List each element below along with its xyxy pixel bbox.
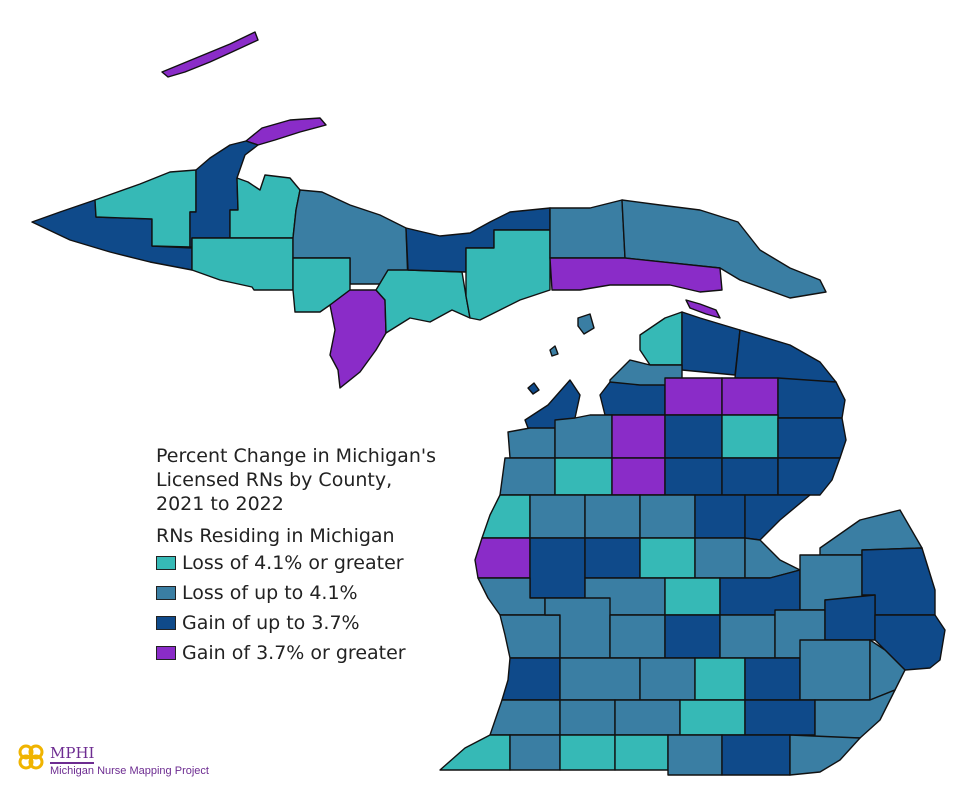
county-delta[interactable] [375, 269, 471, 334]
upper-peninsula [31, 31, 827, 389]
county-branch[interactable] [614, 734, 669, 771]
county-lake[interactable] [529, 494, 586, 539]
county-montmorency[interactable] [721, 377, 779, 416]
mphi-logo-name: MPHI [50, 744, 95, 764]
county-macomb[interactable] [869, 639, 906, 701]
county-kalamazoo[interactable] [559, 699, 616, 736]
legend-label-gain-small: Gain of up to 3.7% [182, 612, 360, 634]
county-alcona[interactable] [777, 417, 847, 459]
county-iron[interactable] [191, 237, 294, 291]
county-shiawassee[interactable] [719, 614, 776, 659]
mphi-logo: MPHI Michigan Nurse Mapping Project [14, 738, 214, 782]
county-schoolcraft[interactable] [465, 229, 551, 321]
county-antrim[interactable] [599, 381, 666, 416]
county-monroe[interactable] [789, 734, 861, 776]
legend-subtitle: RNs Residing in Michigan [156, 525, 395, 547]
county-cheboygan[interactable] [681, 311, 741, 376]
county-isle-royale[interactable] [161, 31, 259, 78]
county-oceana[interactable] [474, 537, 531, 579]
legend-item-gain-large: Gain of 3.7% or greater [156, 638, 436, 668]
county-grand-traverse[interactable] [554, 414, 613, 459]
county-mason[interactable] [481, 494, 531, 539]
county-st-clair[interactable] [874, 614, 946, 671]
county-ingham[interactable] [694, 657, 746, 701]
county-wexford[interactable] [554, 457, 613, 496]
island-small-1[interactable] [549, 345, 559, 357]
county-oscoda[interactable] [721, 414, 779, 459]
county-kalkaska[interactable] [611, 414, 666, 459]
county-oakland[interactable] [799, 639, 871, 701]
county-drummond-island[interactable] [685, 299, 721, 319]
legend-title: Percent Change in Michigan's Licensed RN… [156, 445, 436, 515]
county-cass[interactable] [509, 734, 561, 771]
islands [527, 313, 595, 395]
legend-label-loss-small: Loss of up to 4.1% [182, 582, 358, 604]
county-gladwin[interactable] [694, 494, 746, 539]
county-baraga[interactable] [229, 174, 301, 239]
mphi-emblem-icon [18, 744, 44, 770]
county-missaukee[interactable] [611, 457, 666, 496]
county-crawford[interactable] [664, 414, 723, 459]
county-calhoun[interactable] [614, 699, 681, 736]
legend-label-gain-large: Gain of 3.7% or greater [182, 642, 406, 664]
county-emmet[interactable] [639, 311, 683, 366]
county-jackson[interactable] [679, 699, 746, 736]
county-lapeer[interactable] [824, 594, 876, 641]
county-iosco[interactable] [777, 457, 841, 496]
legend-item-loss-small: Loss of up to 4.1% [156, 578, 436, 608]
county-presque-isle[interactable] [734, 329, 837, 383]
county-ottawa[interactable] [499, 614, 561, 659]
county-eaton[interactable] [639, 657, 696, 701]
legend-swatch-gain-small [156, 616, 176, 630]
county-ogemaw[interactable] [721, 457, 779, 496]
county-mecosta[interactable] [584, 537, 641, 579]
island-beaver[interactable] [577, 313, 595, 335]
county-newaygo[interactable] [529, 537, 586, 599]
legend-swatch-loss-small [156, 586, 176, 600]
county-arenac[interactable] [744, 494, 811, 541]
county-midland[interactable] [694, 537, 746, 579]
county-menominee[interactable] [329, 289, 387, 389]
map-legend: Percent Change in Michigan's Licensed RN… [156, 444, 436, 668]
county-luce[interactable] [549, 199, 626, 259]
county-roscommon[interactable] [664, 457, 723, 496]
legend-swatch-gain-large [156, 646, 176, 660]
mphi-logo-subtitle: Michigan Nurse Mapping Project [50, 765, 209, 777]
county-van-buren[interactable] [489, 699, 561, 736]
legend-item-loss-large: Loss of 4.1% or greater [156, 548, 436, 578]
county-allegan[interactable] [501, 657, 561, 701]
county-st-joseph[interactable] [559, 734, 616, 771]
county-hillsdale[interactable] [667, 734, 723, 776]
county-gratiot[interactable] [664, 577, 721, 616]
county-livingston[interactable] [744, 657, 801, 701]
island-north-manitou[interactable] [527, 382, 540, 395]
county-benzie[interactable] [507, 427, 556, 459]
county-alpena[interactable] [777, 377, 846, 419]
county-barry[interactable] [559, 657, 641, 701]
county-lenawee[interactable] [721, 734, 791, 776]
county-manistee[interactable] [499, 457, 556, 496]
county-berrien[interactable] [439, 734, 511, 771]
county-mackinac[interactable] [549, 257, 723, 293]
legend-item-gain-small: Gain of up to 3.7% [156, 608, 436, 638]
lower-peninsula [439, 311, 946, 776]
legend-label-loss-large: Loss of 4.1% or greater [182, 552, 404, 574]
county-dickinson[interactable] [292, 257, 351, 313]
county-clinton[interactable] [664, 614, 721, 659]
county-washtenaw[interactable] [744, 699, 816, 736]
county-otsego[interactable] [664, 377, 723, 416]
county-keweenaw[interactable] [245, 117, 327, 146]
legend-swatch-loss-large [156, 556, 176, 570]
county-clare[interactable] [639, 494, 696, 539]
county-osceola[interactable] [584, 494, 641, 539]
county-isabella[interactable] [639, 537, 696, 579]
county-ionia[interactable] [609, 614, 666, 659]
